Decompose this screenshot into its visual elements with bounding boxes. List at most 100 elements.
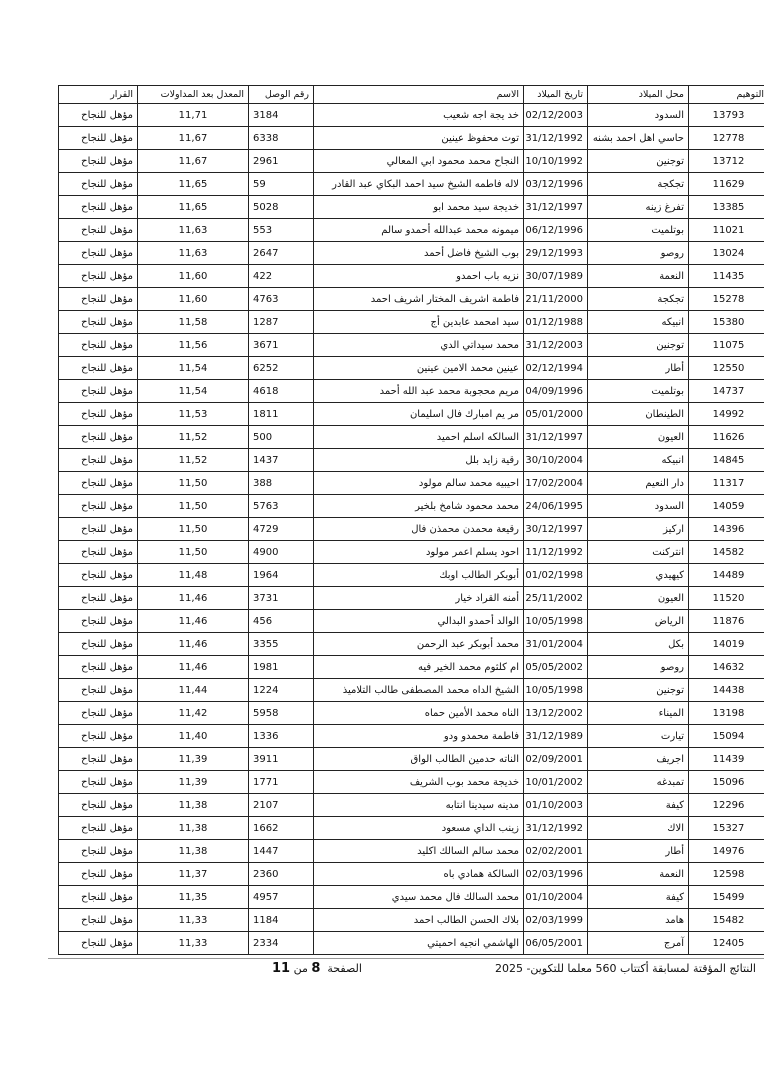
cell-col-decision: مؤهل للنجاح [58, 264, 138, 288]
cell-col-name: محمد محمود شامخ بلخير [313, 494, 524, 518]
table-row: 11439 اجريف 02/09/2001 الناته حدمين الطالب … [58, 747, 764, 771]
page-of: من [293, 962, 308, 975]
cell-col-birthplace: النعمة [587, 264, 689, 288]
cell-col-average: 11,37 [137, 862, 249, 886]
cell-col-average: 11,46 [137, 586, 249, 610]
cell-col-name: لاله فاطمه الشيخ سيد احمد البكاي عبد الق… [313, 172, 524, 196]
cell-col-average: 11,71 [137, 103, 249, 127]
table-row: 12296 كيفة 01/10/2003 مدينه سيدينا انتابه 21… [58, 793, 764, 817]
cell-col-birthdate: 13/12/2002 [523, 701, 588, 725]
page-label: الصفحة [327, 962, 362, 975]
cell-col-birthplace: توجنين [587, 333, 689, 357]
cell-col-receipt: 4618 [248, 379, 314, 403]
cell-col-id: 12778 [688, 126, 764, 150]
cell-col-average: 11,46 [137, 632, 249, 656]
cell-col-birthdate: 24/06/1995 [523, 494, 588, 518]
cell-col-average: 11,50 [137, 540, 249, 564]
cell-col-birthdate: 06/12/1996 [523, 218, 588, 242]
cell-col-average: 11,65 [137, 172, 249, 196]
cell-col-decision: مؤهل للنجاح [58, 379, 138, 403]
cell-col-birthdate: 01/10/2004 [523, 885, 588, 909]
cell-col-birthplace: هامد [587, 908, 689, 932]
cell-col-decision: مؤهل للنجاح [58, 172, 138, 196]
cell-col-birthdate: 31/12/1992 [523, 126, 588, 150]
table-row: 11435 النعمة 30/07/1989 نزيه باب احمدو 422 11… [58, 264, 764, 288]
cell-col-decision: مؤهل للنجاح [58, 701, 138, 725]
cell-col-decision: مؤهل للنجاح [58, 609, 138, 633]
cell-col-receipt: 4729 [248, 517, 314, 541]
cell-col-receipt: 3731 [248, 586, 314, 610]
cell-col-name: احيبيه محمد سالم مولود [313, 471, 524, 495]
cell-col-birthplace: روصو [587, 241, 689, 265]
cell-col-id: 12598 [688, 862, 764, 886]
cell-col-average: 11,46 [137, 655, 249, 679]
table-row: 14737 بوتلميت 04/09/1996 مريم محجوبة محمد ع… [58, 379, 764, 403]
cell-col-birthplace: الطينطان [587, 402, 689, 426]
cell-col-name: عينين محمد الامين عينين [313, 356, 524, 380]
cell-col-id: 11317 [688, 471, 764, 495]
cell-col-birthdate: 05/01/2000 [523, 402, 588, 426]
cell-col-receipt: 388 [248, 471, 314, 495]
cell-col-average: 11,33 [137, 931, 249, 955]
cell-col-id: 14992 [688, 402, 764, 426]
cell-col-average: 11,38 [137, 793, 249, 817]
cell-col-birthplace: أطار [587, 839, 689, 863]
cell-col-birthdate: 02/03/1999 [523, 908, 588, 932]
cell-col-decision: مؤهل للنجاح [58, 563, 138, 587]
cell-col-receipt: 5763 [248, 494, 314, 518]
cell-col-decision: مؤهل للنجاح [58, 747, 138, 771]
cell-col-name: محمد سالم السالك اكليد [313, 839, 524, 863]
cell-col-birthdate: 10/05/1998 [523, 609, 588, 633]
cell-col-name: محمد السالك فال محمد سيدي [313, 885, 524, 909]
table-row: 11317 دار النعيم 17/02/2004 احيبيه محمد سال… [58, 471, 764, 495]
table-row: 13793 السدود 02/12/2003 خد يجة اجه شعيب 3184… [58, 103, 764, 127]
cell-col-receipt: 5028 [248, 195, 314, 219]
footer-title: النتائج المؤقتة لمسابقة أكتتاب 560 معلما… [494, 962, 756, 975]
cell-col-average: 11,58 [137, 310, 249, 334]
cell-col-name: أمنه القراد خيار [313, 586, 524, 610]
cell-col-name: توت محفوظ عينين [313, 126, 524, 150]
cell-col-id: 15380 [688, 310, 764, 334]
table-row: 15327 الاك 31/12/1992 زينب الداي مسعود 1662 1… [58, 816, 764, 840]
cell-col-receipt: 3911 [248, 747, 314, 771]
cell-col-average: 11,38 [137, 816, 249, 840]
cell-col-decision: مؤهل للنجاح [58, 149, 138, 173]
cell-col-average: 11,38 [137, 839, 249, 863]
cell-col-id: 13198 [688, 701, 764, 725]
cell-col-id: 15482 [688, 908, 764, 932]
cell-col-birthplace: كيفة [587, 793, 689, 817]
header-col-average: المعدل بعد المداولات [137, 85, 249, 104]
table-row: 15278 تجكجة 21/11/2000 فاطمة اشريف المختار … [58, 287, 764, 311]
cell-col-birthplace: اجريف [587, 747, 689, 771]
cell-col-birthplace: توجنين [587, 678, 689, 702]
cell-col-average: 11,39 [137, 770, 249, 794]
cell-col-birthplace: كيهيدي [587, 563, 689, 587]
cell-col-average: 11,60 [137, 264, 249, 288]
cell-col-birthplace: انبيكه [587, 448, 689, 472]
table-row: 12598 النعمة 02/03/1996 السالكة همادي باه 23… [58, 862, 764, 886]
cell-col-average: 11,65 [137, 195, 249, 219]
table-row: 13024 روصو 29/12/1993 بوب الشيخ فاضل أحمد 26… [58, 241, 764, 265]
cell-col-birthplace: الميناء [587, 701, 689, 725]
cell-col-birthplace: كيفة [587, 885, 689, 909]
table-row: 15094 تيارت 31/12/1989 فاطمة محمدو ودو 1336 1… [58, 724, 764, 748]
cell-col-id: 15278 [688, 287, 764, 311]
page-current: 8 [311, 961, 321, 976]
cell-col-birthdate: 05/05/2002 [523, 655, 588, 679]
table-row: 15499 كيفة 01/10/2004 محمد السالك فال محمد … [58, 885, 764, 909]
header-col-birthplace: محل الميلاد [587, 85, 689, 104]
cell-col-average: 11,63 [137, 241, 249, 265]
cell-col-birthdate: 02/03/1996 [523, 862, 588, 886]
cell-col-name: الهاشمي انجيه احميتي [313, 931, 524, 955]
cell-col-decision: مؤهل للنجاح [58, 862, 138, 886]
table-row: 11876 الرياض 10/05/1998 الوالد أحمدو البدال… [58, 609, 764, 633]
cell-col-birthplace: توجنين [587, 149, 689, 173]
cell-col-name: رقية زايد بلل [313, 448, 524, 472]
cell-col-average: 11,40 [137, 724, 249, 748]
cell-col-average: 11,33 [137, 908, 249, 932]
cell-col-name: زينب الداي مسعود [313, 816, 524, 840]
cell-col-receipt: 1771 [248, 770, 314, 794]
cell-col-id: 11629 [688, 172, 764, 196]
cell-col-receipt: 553 [248, 218, 314, 242]
cell-col-name: خد يجة اجه شعيب [313, 103, 524, 127]
